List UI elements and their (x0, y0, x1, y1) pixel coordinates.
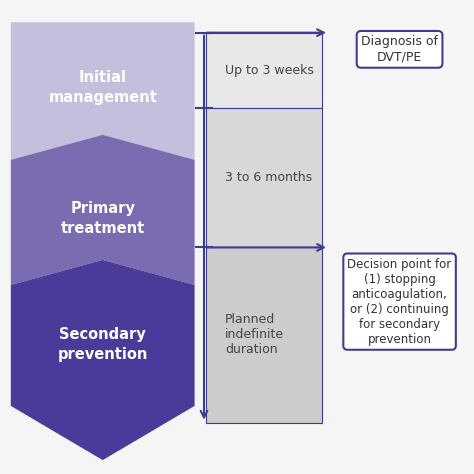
FancyBboxPatch shape (206, 247, 322, 422)
Polygon shape (11, 22, 195, 160)
Text: Secondary
prevention: Secondary prevention (57, 327, 148, 362)
FancyBboxPatch shape (206, 33, 322, 108)
Polygon shape (11, 135, 195, 285)
Text: Decision point for
(1) stopping
anticoagulation,
or (2) continuing
for secondary: Decision point for (1) stopping anticoag… (347, 258, 452, 346)
FancyBboxPatch shape (206, 108, 322, 247)
Text: Planned
indefinite
duration: Planned indefinite duration (225, 313, 284, 356)
Text: 3 to 6 months: 3 to 6 months (225, 171, 312, 184)
Text: Initial
management: Initial management (48, 70, 157, 105)
Text: Primary
treatment: Primary treatment (61, 201, 145, 236)
Polygon shape (11, 260, 195, 460)
Text: Up to 3 weeks: Up to 3 weeks (225, 64, 314, 77)
Text: Diagnosis of
DVT/PE: Diagnosis of DVT/PE (361, 36, 438, 64)
